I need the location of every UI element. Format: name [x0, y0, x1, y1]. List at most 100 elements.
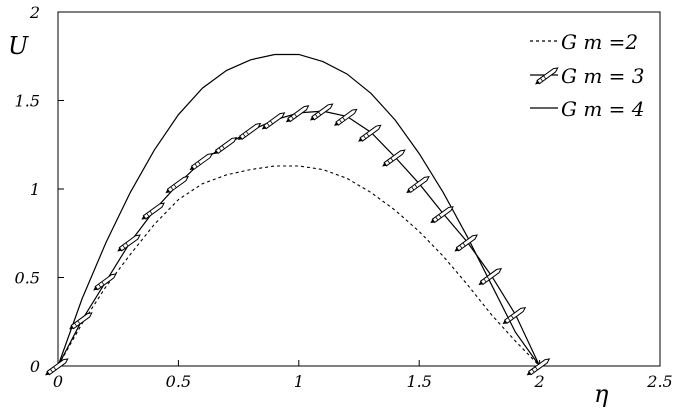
- series-1-marker-7-band-a: [218, 147, 222, 152]
- series-1-marker-9-band-b: [269, 120, 273, 125]
- series-1-marker-18: [478, 268, 503, 286]
- series-group: [57, 53, 541, 367]
- series-1-marker-19: [502, 306, 527, 325]
- series-1-marker-8-tip: [237, 136, 243, 140]
- series-1-marker-19-body: [503, 306, 527, 325]
- series-1-marker-17-band-a: [459, 244, 463, 249]
- series-1-marker-9-body: [263, 112, 286, 130]
- series-1-marker-14-tip: [382, 162, 387, 167]
- series-1-marker-10-band-a: [290, 115, 294, 120]
- series-1-marker-19-band-b: [510, 315, 514, 319]
- series-1-marker-20: [526, 358, 551, 376]
- series-1-marker-9-tip: [261, 125, 267, 130]
- series-1-marker-0-tip: [45, 371, 50, 376]
- series-1-marker-20-band-a: [531, 368, 535, 373]
- series-1-marker-3-tip: [117, 247, 122, 252]
- series-1-marker-15: [406, 175, 430, 194]
- x-tick-label-1: 0.5: [166, 372, 191, 391]
- series-1-marker-19-band-a: [507, 317, 511, 322]
- series-1-marker-14: [382, 149, 406, 167]
- series-1-marker-7-tip: [213, 150, 219, 155]
- y-tick-label-3: 1.5: [15, 92, 40, 111]
- series-1-marker-15-band-a: [411, 186, 415, 191]
- legend: G m =2 G m = 3 G m = 4: [530, 30, 645, 121]
- series-1-marker-0-band-b: [53, 366, 57, 371]
- series-1-marker-2: [93, 273, 117, 291]
- series-1-marker-1-band-a: [74, 322, 78, 327]
- x-tick-label-3: 1.5: [406, 372, 431, 391]
- series-1-marker-15-tip: [406, 189, 411, 194]
- y-tick-label-2: 1: [30, 180, 40, 199]
- series-1-marker-12: [334, 108, 358, 126]
- legend-label-2: G m = 4: [561, 97, 645, 121]
- series-1-marker-16-tip: [430, 219, 435, 224]
- series-1-marker-16: [430, 206, 454, 224]
- series-1-marker-6-band-a: [194, 163, 198, 168]
- series-1-marker-7-body: [214, 137, 238, 155]
- series-1-marker-2-band-a: [98, 283, 102, 288]
- series-line-2: [57, 53, 541, 367]
- x-tick-label-4: 2: [534, 372, 545, 391]
- y-tick-label-4: 2: [29, 3, 40, 22]
- series-1-marker-4: [141, 202, 165, 220]
- series-1-marker-10-tip: [285, 118, 291, 123]
- series-1-marker-18-tip: [478, 281, 483, 286]
- series-1-marker-13-band-a: [363, 135, 367, 139]
- series-1-marker-12-band-b: [342, 116, 346, 121]
- series-1-marker-legend-band-a: [540, 77, 544, 82]
- series-1-marker-7: [213, 137, 238, 155]
- series-1-marker-12-band-a: [338, 119, 342, 123]
- series-1-marker-17-tip: [454, 247, 459, 252]
- series-1-marker-15-band-b: [414, 184, 418, 188]
- series-1-marker-legend-band-b: [543, 75, 547, 80]
- series-1-marker-20-band-b: [534, 366, 538, 371]
- series-1-marker-1-band-b: [77, 320, 81, 325]
- series-line-0: [57, 165, 540, 367]
- series-1-marker-5-tip: [165, 189, 170, 194]
- series-1-marker-17: [454, 234, 478, 252]
- series-1-marker-11-tip: [309, 116, 315, 121]
- series-1-marker-18-band-b: [486, 276, 490, 280]
- series-1-marker-3-body: [118, 234, 141, 252]
- marker-group: [45, 103, 551, 376]
- series-1-marker-11: [309, 103, 334, 121]
- series-1-marker-6-tip: [189, 166, 194, 171]
- series-1-marker-8-band-b: [245, 131, 249, 135]
- series-1-marker-5-body: [166, 175, 190, 194]
- series-1-marker-3-band-b: [125, 242, 129, 247]
- series-1-marker-7-band-b: [221, 145, 225, 149]
- series-1-marker-10-band-b: [294, 113, 298, 118]
- legend-label-1: G m = 3: [561, 64, 645, 88]
- series-1-marker-16-body: [431, 206, 454, 224]
- series-1-marker-12-tip: [334, 121, 339, 126]
- series-1-marker-4-band-b: [149, 210, 153, 215]
- series-1-marker-0-band-a: [50, 368, 54, 373]
- series-1-marker-5: [165, 175, 190, 194]
- series-1-marker-17-band-b: [462, 242, 466, 247]
- series-1-marker-14-band-a: [387, 159, 391, 164]
- series-1-marker-13-tip: [358, 137, 363, 142]
- series-1-marker-legend: [535, 67, 559, 85]
- series-1-marker-18-band-a: [483, 278, 487, 283]
- legend-label-0: G m =2: [561, 30, 638, 54]
- series-1-marker-12-body: [335, 108, 358, 126]
- series-1-marker-0: [45, 358, 69, 376]
- x-axis-ticks: 0 0.5 1 1.5 2 2.5: [53, 360, 673, 391]
- x-axis-label: η: [594, 380, 609, 408]
- series-1-marker-2-band-b: [101, 281, 105, 286]
- series-1-marker-8: [237, 122, 262, 140]
- series-1-marker-legend-tip: [535, 80, 540, 85]
- series-1-marker-6: [189, 152, 214, 171]
- x-tick-label-5: 2.5: [646, 372, 672, 391]
- series-1-marker-4-band-a: [146, 213, 150, 217]
- series-1-marker-5-band-a: [170, 186, 174, 191]
- y-axis-ticks: 0 0.5 1 1.5 2: [15, 3, 64, 376]
- x-tick-label-0: 0: [53, 372, 63, 391]
- series-line-1: [57, 110, 541, 367]
- series-1-marker-11-band-b: [318, 111, 322, 116]
- series-1-marker-6-band-b: [197, 161, 201, 165]
- series-1-marker-1-tip: [69, 325, 74, 330]
- series-1-marker-15-body: [407, 175, 430, 194]
- series-1-marker-1: [69, 312, 93, 330]
